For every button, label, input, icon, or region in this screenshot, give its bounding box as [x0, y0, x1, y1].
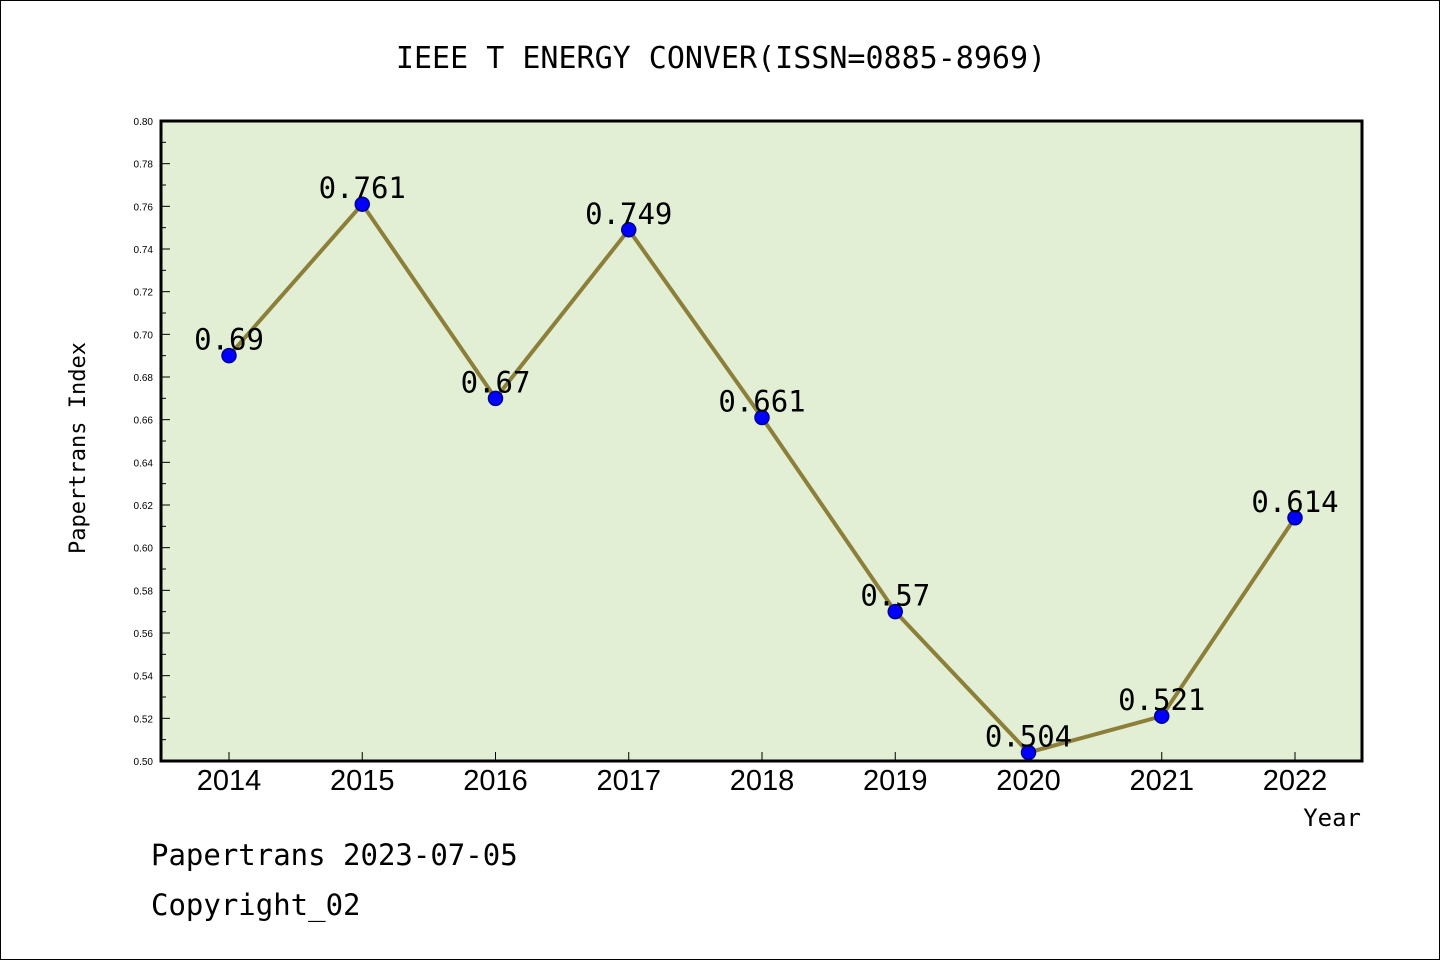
- x-tick-label: 2014: [197, 765, 262, 797]
- plot-border: [159, 119, 1364, 763]
- y-tick-label: 0.52: [134, 714, 154, 725]
- y-tick-label: 0.50: [134, 757, 154, 768]
- x-axis-label: Year: [1303, 804, 1361, 832]
- y-tick-label: 0.80: [134, 117, 154, 128]
- data-point: [354, 196, 370, 212]
- y-tick-label: 0.66: [134, 416, 154, 427]
- x-tick-label: 2018: [730, 765, 795, 797]
- data-point: [221, 347, 237, 364]
- y-tick-label: 0.60: [134, 544, 154, 555]
- y-tick-label: 0.62: [134, 501, 154, 512]
- x-tick-label: 2021: [1129, 765, 1194, 797]
- data-label: 0.69: [194, 323, 264, 357]
- data-markers: [221, 196, 1303, 761]
- x-tick-label: 2016: [463, 765, 528, 797]
- data-label: 0.661: [718, 385, 805, 419]
- x-tick-label: 2015: [330, 765, 395, 797]
- data-label: 0.504: [985, 719, 1072, 753]
- data-label: 0.521: [1118, 683, 1205, 717]
- data-label: 0.57: [860, 579, 930, 613]
- x-tick-label: 2019: [863, 765, 928, 797]
- data-point: [1287, 510, 1303, 526]
- x-tick-label: 2020: [996, 765, 1061, 797]
- data-label: 0.761: [319, 171, 406, 205]
- data-point: [487, 390, 504, 407]
- data-labels: 0.69 0.761 0.67 0.749 0.661 0.57 0.504 0.521 0.6…: [194, 171, 1339, 753]
- data-point: [1020, 744, 1037, 761]
- plot-area: [161, 121, 1362, 761]
- y-tick-label: 0.78: [134, 160, 154, 171]
- data-point: [621, 222, 637, 238]
- y-tick-label: 0.56: [134, 629, 154, 640]
- data-label: 0.749: [585, 197, 672, 231]
- y-tick-label: 0.76: [134, 202, 154, 213]
- data-point: [887, 603, 903, 620]
- y-axis-ticks: 0.50 0.52 0.54 0.56 0.58 0.60 0.62 0.64 0.66 0.68…: [134, 117, 170, 768]
- data-point: [1154, 708, 1170, 724]
- y-tick-label: 0.54: [134, 672, 154, 683]
- data-label: 0.614: [1251, 485, 1338, 519]
- data-label: 0.67: [461, 365, 531, 399]
- chart-title: IEEE T ENERGY CONVER(ISSN=0885-8969): [396, 41, 1046, 76]
- x-tick-label: 2017: [596, 765, 661, 797]
- y-tick-label: 0.68: [134, 373, 154, 384]
- y-tick-label: 0.74: [134, 245, 154, 256]
- y-tick-label: 0.64: [134, 458, 154, 469]
- y-tick-label: 0.58: [134, 586, 154, 597]
- y-axis-label: Papertrans Index: [66, 342, 91, 554]
- y-tick-label: 0.72: [134, 288, 154, 299]
- data-point: [754, 409, 770, 426]
- footer-date: Papertrans 2023-07-05: [151, 838, 518, 872]
- footer-copyright: Copyright_02: [151, 888, 361, 923]
- x-tick-label: 2022: [1263, 765, 1328, 797]
- x-axis-ticks: 2014 2015 2016 2017 2018 2019 2020 2021 2022: [197, 752, 1328, 797]
- y-tick-label: 0.70: [134, 330, 154, 341]
